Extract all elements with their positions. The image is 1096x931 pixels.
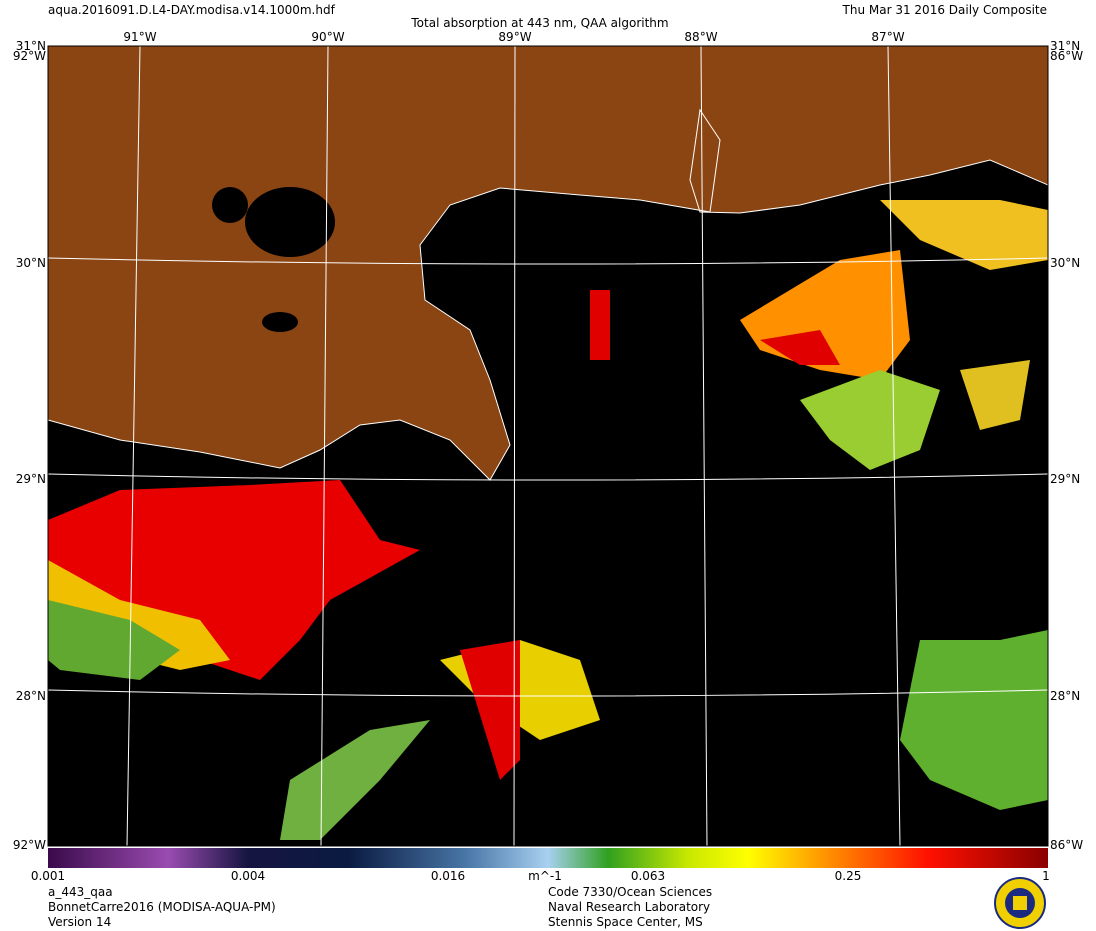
lon-label: 90°W <box>311 30 344 44</box>
colorbar-label: 0.001 <box>31 869 65 883</box>
colorbar-label: 1 <box>1042 869 1050 883</box>
file-name: aqua.2016091.D.L4-DAY.modisa.v14.1000m.h… <box>48 3 336 17</box>
lat-label: 29°N <box>1050 472 1080 486</box>
plume-red <box>760 330 840 365</box>
colorbar-units: m^-1 <box>528 869 562 883</box>
colorbar-label: 0.004 <box>231 869 265 883</box>
parallel <box>48 689 1048 697</box>
meridian <box>126 46 141 846</box>
lat-label: 31°N <box>1050 39 1080 53</box>
map-frame <box>47 45 1049 847</box>
meridian <box>513 46 516 846</box>
meridian <box>320 46 329 846</box>
land <box>48 46 1048 481</box>
colorbar <box>48 848 1048 868</box>
map-area <box>48 46 1048 846</box>
patch-red <box>590 290 610 360</box>
lake <box>212 187 248 223</box>
footer-right: Naval Research Laboratory <box>548 900 710 914</box>
footer-left: BonnetCarre2016 (MODISA-AQUA-PM) <box>48 900 276 914</box>
lat-label: 28°N <box>1050 689 1080 703</box>
lon-label: 89°W <box>498 30 531 44</box>
lon-label: 87°W <box>871 30 904 44</box>
lat-label: 31°N <box>16 39 46 53</box>
parallel <box>48 257 1048 265</box>
corner-lon-label: 86°W <box>1050 49 1083 63</box>
plume-yellow <box>960 360 1030 430</box>
plume-green <box>800 370 940 470</box>
parallel <box>48 473 1048 481</box>
colorbar-label: 0.25 <box>835 869 862 883</box>
lon-label: 91°W <box>123 30 156 44</box>
colorbar-label: 0.016 <box>431 869 465 883</box>
footer-left: Version 14 <box>48 915 111 929</box>
footer-left: a_443_qaa <box>48 885 113 899</box>
lat-label: 30°N <box>16 256 46 270</box>
plume-green <box>48 600 180 680</box>
lake <box>262 312 298 332</box>
plume-yellow <box>880 200 1048 270</box>
lat-label: 29°N <box>16 472 46 486</box>
corner-lon-label: 92°W <box>13 838 46 852</box>
date: Thu Mar 31 2016 Daily Composite <box>842 3 1047 17</box>
map-title: Total absorption at 443 nm, QAA algorith… <box>410 16 668 30</box>
lat-label: 30°N <box>1050 256 1080 270</box>
plume-green <box>280 720 430 840</box>
plume-green <box>900 630 1048 810</box>
corner-lon-label: 86°W <box>1050 838 1083 852</box>
meridian <box>700 46 708 846</box>
logo <box>994 877 1046 929</box>
colorbar-label: 0.063 <box>631 869 665 883</box>
plume-red <box>48 480 420 680</box>
footer-right: Code 7330/Ocean Sciences <box>548 885 712 899</box>
footer-right: Stennis Space Center, MS <box>548 915 703 929</box>
corner-lon-label: 92°W <box>13 49 46 63</box>
meridian <box>887 46 901 846</box>
lake <box>245 187 335 257</box>
plume-red <box>460 640 520 780</box>
logo-shield <box>1013 896 1027 910</box>
lat-label: 28°N <box>16 689 46 703</box>
lon-label: 88°W <box>684 30 717 44</box>
